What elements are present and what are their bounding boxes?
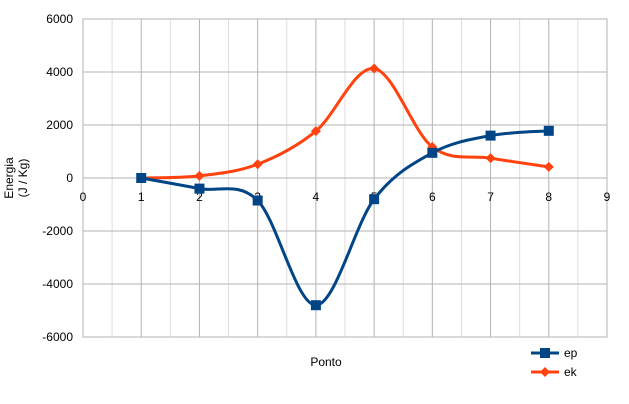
y-axis-title-line-2: (J / Kg) (16, 159, 30, 198)
x-tick-label: 4 (313, 190, 320, 204)
data-point-ep (136, 173, 147, 183)
y-tick-label: -6000 (42, 330, 73, 344)
legend: ep ek (531, 346, 578, 379)
data-point-ek (252, 159, 263, 170)
data-point-ep (427, 147, 438, 158)
data-point-ek (485, 153, 496, 164)
y-tick-label: -2000 (42, 224, 73, 238)
plot-area-border (82, 18, 608, 338)
legend-marker-ep (540, 348, 550, 358)
data-point-ep (369, 194, 380, 205)
data-point-ep (485, 130, 496, 141)
series-line-ek (139, 67, 551, 180)
x-tick-label: 2 (196, 190, 203, 204)
data-point-ep (543, 125, 554, 136)
series-line-ep (139, 129, 551, 307)
x-tick-label: 0 (80, 190, 87, 204)
x-tick-label: 9 (604, 190, 611, 204)
y-tick-label: 0 (66, 171, 73, 185)
y-tick-label: -4000 (42, 277, 73, 291)
data-point-ep (252, 195, 263, 206)
y-tick-label: 6000 (46, 12, 73, 26)
legend-label-ep: ep (564, 346, 578, 360)
x-tick-label: 8 (545, 190, 552, 204)
legend-label-ek: ek (564, 365, 578, 379)
grid (82, 18, 608, 338)
plot-border (82, 18, 608, 338)
legend-item-ek: ek (531, 365, 578, 379)
y-tick-labels: 6000 4000 2000 0 -2000 -4000 -6000 (42, 12, 73, 344)
data-point-ep (194, 183, 205, 194)
legend-item-ep: ep (531, 346, 578, 360)
data-point-ep (310, 300, 321, 311)
series-ep (136, 125, 554, 311)
x-tick-label: 6 (429, 190, 436, 204)
y-axis-title-line-1: Energia (2, 157, 16, 199)
data-point-ek (369, 63, 380, 74)
data-point-ek (543, 161, 554, 172)
data-point-ek (310, 126, 321, 137)
x-tick-label: 1 (138, 190, 145, 204)
legend-marker-ek (540, 367, 550, 377)
x-tick-label: 7 (487, 190, 494, 204)
series-layer (136, 63, 554, 311)
y-tick-label: 2000 (46, 118, 73, 132)
data-point-ek (194, 170, 205, 181)
x-axis-title: Ponto (310, 355, 342, 369)
y-tick-label: 4000 (46, 65, 73, 79)
